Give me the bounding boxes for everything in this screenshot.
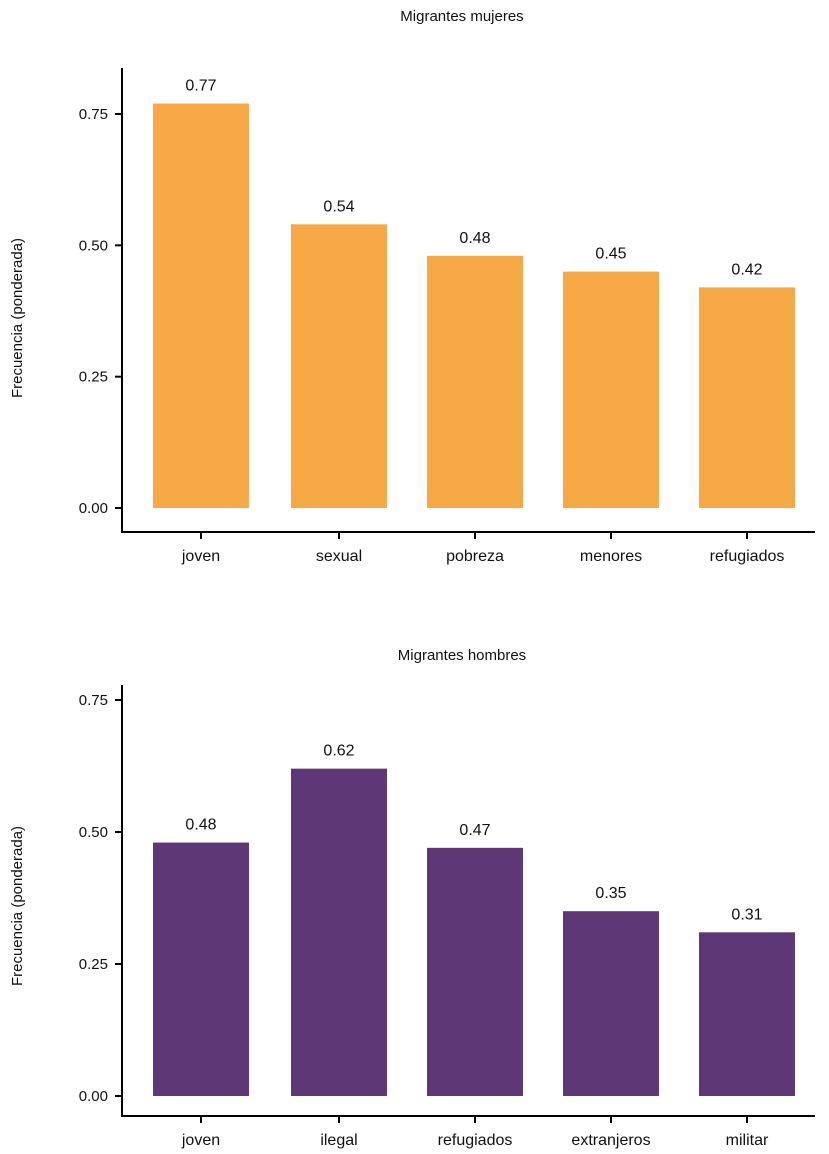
x-tick-label: pobreza: [446, 548, 504, 565]
x-tick-label: ilegal: [320, 1132, 357, 1149]
y-tick-label: 0.00: [79, 1088, 108, 1105]
bar-joven: [153, 103, 249, 508]
y-tick-label: 0.50: [79, 237, 108, 254]
x-tick-label: menores: [580, 548, 642, 565]
chart-panel-mujeres: Migrantes mujeres Frecuencia (ponderada) 0…: [9, 8, 815, 565]
y-axis-label: Frecuencia (ponderada): [9, 238, 26, 398]
bar-joven: [153, 842, 249, 1096]
x-tick-label: extranjeros: [571, 1132, 650, 1149]
chart-title: Migrantes hombres: [398, 647, 526, 664]
bar-value-label: 0.48: [185, 817, 216, 834]
bar-value-label: 0.47: [459, 822, 490, 839]
bar-pobreza: [427, 255, 523, 508]
chart-panel-hombres: Migrantes hombres Frecuencia (ponderada) 0…: [9, 647, 815, 1149]
bar-value-label: 0.77: [185, 77, 216, 94]
chart-title: Migrantes mujeres: [400, 8, 523, 25]
bar-ilegal: [291, 768, 387, 1096]
bar-menores: [563, 271, 659, 508]
bar-refugiados: [427, 847, 523, 1096]
y-tick-label: 0.25: [79, 956, 108, 973]
x-tick-label: militar: [726, 1132, 769, 1149]
bar-value-label: 0.42: [731, 261, 762, 278]
bar-value-label: 0.35: [595, 885, 626, 902]
x-tick-label: refugiados: [710, 548, 785, 565]
y-tick-label: 0.75: [79, 106, 108, 123]
y-tick-label: 0.50: [79, 824, 108, 841]
y-axis-label: Frecuencia (ponderada): [9, 826, 26, 986]
x-tick-label: refugiados: [438, 1132, 513, 1149]
x-tick-label: joven: [181, 548, 220, 565]
y-tick-label: 0.75: [79, 692, 108, 709]
y-tick-label: 0.25: [79, 369, 108, 386]
axis-lines: [121, 685, 815, 1117]
bar-sexual: [291, 224, 387, 508]
bar-extranjeros: [563, 911, 659, 1096]
bar-refugiados: [699, 287, 795, 508]
bar-value-label: 0.48: [459, 230, 490, 247]
bar-value-label: 0.54: [323, 198, 354, 215]
bar-value-label: 0.45: [595, 246, 626, 263]
bar-value-label: 0.62: [323, 743, 354, 760]
x-tick-label: sexual: [316, 548, 362, 565]
bar-value-label: 0.31: [731, 906, 762, 923]
bar-militar: [699, 932, 795, 1096]
y-tick-label: 0.00: [79, 500, 108, 517]
axis-lines: [121, 68, 815, 533]
x-tick-label: joven: [181, 1132, 220, 1149]
